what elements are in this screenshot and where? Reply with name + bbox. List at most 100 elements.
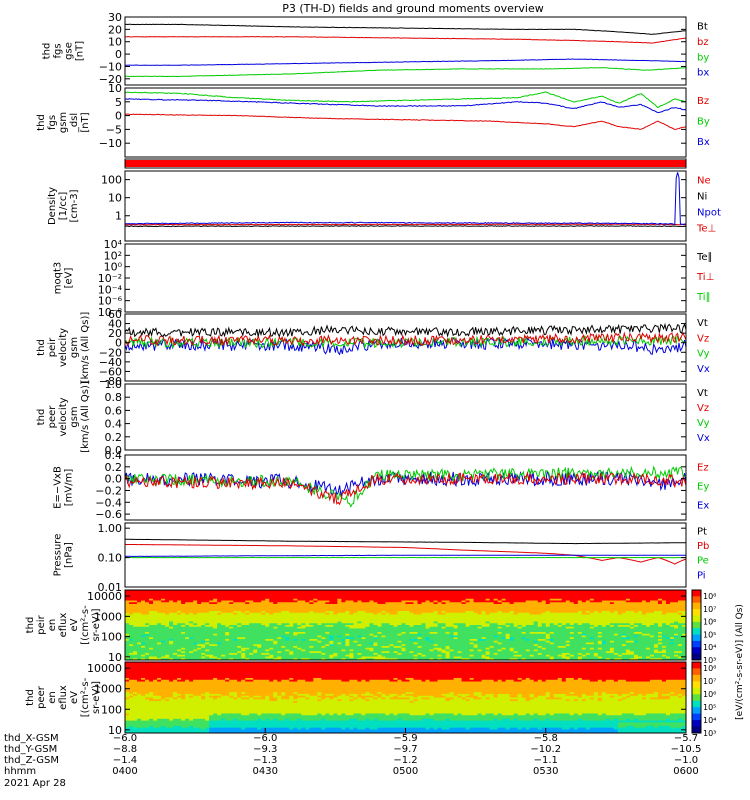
spectrogram-cell bbox=[129, 651, 134, 654]
spectrogram-cell bbox=[149, 640, 154, 643]
y-tick-label: −40 bbox=[99, 356, 122, 369]
spectrogram-cell bbox=[157, 590, 162, 593]
spectrogram-cell bbox=[149, 618, 154, 621]
spectrogram-cell bbox=[157, 612, 162, 615]
spectrogram-cell bbox=[145, 593, 150, 596]
spectrogram-cell bbox=[157, 658, 162, 661]
spectrogram-cell bbox=[133, 591, 138, 594]
y-axis-label: [eV] bbox=[64, 268, 75, 289]
spectrogram-cell bbox=[149, 635, 154, 638]
spectrogram-cell bbox=[141, 632, 146, 635]
spectrogram-cell bbox=[137, 600, 142, 603]
series-npot-line bbox=[125, 172, 687, 225]
spectrogram-cell bbox=[153, 604, 158, 607]
spectrogram-cell bbox=[141, 658, 146, 661]
legend-pi: Pi bbox=[697, 570, 706, 581]
y-tick-label: 60 bbox=[108, 308, 122, 321]
y-tick-label: −0.2 bbox=[95, 484, 122, 497]
spectrogram-cell bbox=[145, 605, 150, 608]
spectrogram-cell bbox=[157, 623, 162, 626]
legend-vz: Vz bbox=[697, 333, 709, 344]
spectrogram-cell bbox=[137, 612, 142, 615]
spectrogram-cell bbox=[129, 647, 134, 650]
spectrogram-cell bbox=[145, 653, 150, 656]
spectrogram-cell bbox=[157, 619, 162, 622]
spectrogram-cell bbox=[153, 651, 158, 654]
y-tick-label: 0.2 bbox=[105, 431, 123, 444]
spectrogram-cell bbox=[157, 633, 162, 636]
legend-bx: bx bbox=[697, 68, 709, 79]
spectrogram-cell bbox=[153, 654, 158, 657]
spectrogram-cell bbox=[149, 593, 154, 596]
spectrogram-cell bbox=[125, 591, 130, 594]
spectrogram-cell bbox=[125, 611, 130, 614]
spectrogram-cell bbox=[153, 598, 158, 601]
y-axis-label: [cm-3] bbox=[69, 189, 80, 222]
spectrogram-cell bbox=[129, 605, 134, 608]
spectrogram-cell bbox=[129, 597, 134, 600]
y-tick-label: 10⁴ bbox=[104, 238, 123, 251]
spectrogram-cell bbox=[137, 632, 142, 635]
spectrogram-cell bbox=[129, 646, 134, 649]
spectrogram-cell bbox=[133, 642, 138, 645]
spectrogram-cell bbox=[153, 611, 158, 614]
spectrogram-cell bbox=[157, 637, 162, 640]
y-tick-label: −10 bbox=[99, 137, 122, 150]
spectrogram-cell bbox=[137, 635, 142, 638]
series-pt-line bbox=[125, 538, 686, 545]
spectrogram-cell bbox=[153, 630, 158, 633]
spectrogram-cell bbox=[133, 646, 138, 649]
spectrogram-cell bbox=[153, 633, 158, 636]
spectrogram-cell bbox=[145, 628, 150, 631]
spectrogram-cell bbox=[153, 658, 158, 661]
y-tick-label: 0 bbox=[115, 48, 122, 61]
spectrogram-cell bbox=[153, 591, 158, 594]
spectrogram-cell bbox=[153, 642, 158, 645]
spectrogram-cell bbox=[125, 598, 130, 601]
spectrogram-cell bbox=[129, 602, 134, 605]
spectrogram-cell bbox=[149, 656, 154, 659]
spectrogram-cell bbox=[157, 653, 162, 656]
spectrogram-cell bbox=[153, 628, 158, 631]
spectrogram-cell bbox=[129, 653, 134, 656]
spectrogram-cell bbox=[141, 591, 146, 594]
spectrogram-cell bbox=[145, 602, 150, 605]
spectrogram-cell bbox=[137, 598, 142, 601]
spectrogram-cell bbox=[157, 632, 162, 635]
y-axis-label: gsm bbox=[58, 112, 69, 133]
spectrogram-cell bbox=[137, 647, 142, 650]
spectrogram-cell bbox=[133, 651, 138, 654]
series-bx-line bbox=[124, 98, 687, 114]
spectrogram-cell bbox=[137, 658, 142, 661]
spectrogram-cell bbox=[137, 595, 142, 598]
spectrogram-cell bbox=[133, 628, 138, 631]
spectrogram-cell bbox=[141, 618, 146, 621]
spectrogram-cell bbox=[157, 595, 162, 598]
y-tick-label: 10 bbox=[108, 82, 122, 95]
spectrogram-cell bbox=[161, 595, 166, 598]
spectrogram-cell bbox=[153, 619, 158, 622]
series-pb-line bbox=[124, 543, 687, 565]
spectrogram-cell bbox=[129, 595, 134, 598]
spectrogram-cell bbox=[153, 640, 158, 643]
spectrogram-cell bbox=[129, 637, 134, 640]
y-tick-label: −20 bbox=[99, 346, 122, 359]
spectrogram-cell bbox=[149, 612, 154, 615]
spectrogram-cell bbox=[141, 654, 146, 657]
spectrogram-cell bbox=[129, 591, 134, 594]
spectrogram-cell bbox=[141, 635, 146, 638]
spectrogram-cell bbox=[153, 609, 158, 612]
series-ey-line bbox=[124, 465, 687, 508]
y-tick-label: 20 bbox=[108, 23, 122, 36]
series-ni-line bbox=[124, 225, 687, 228]
spectrogram-cell bbox=[153, 602, 158, 605]
spectrogram-cell bbox=[145, 595, 150, 598]
spectrogram-cell bbox=[145, 644, 150, 647]
spectrogram-cell bbox=[149, 619, 154, 622]
spectrogram-cell bbox=[133, 618, 138, 621]
spectrogram-cell bbox=[157, 598, 162, 601]
spectrogram-cell bbox=[129, 656, 134, 659]
spectrogram-cell bbox=[129, 630, 134, 633]
